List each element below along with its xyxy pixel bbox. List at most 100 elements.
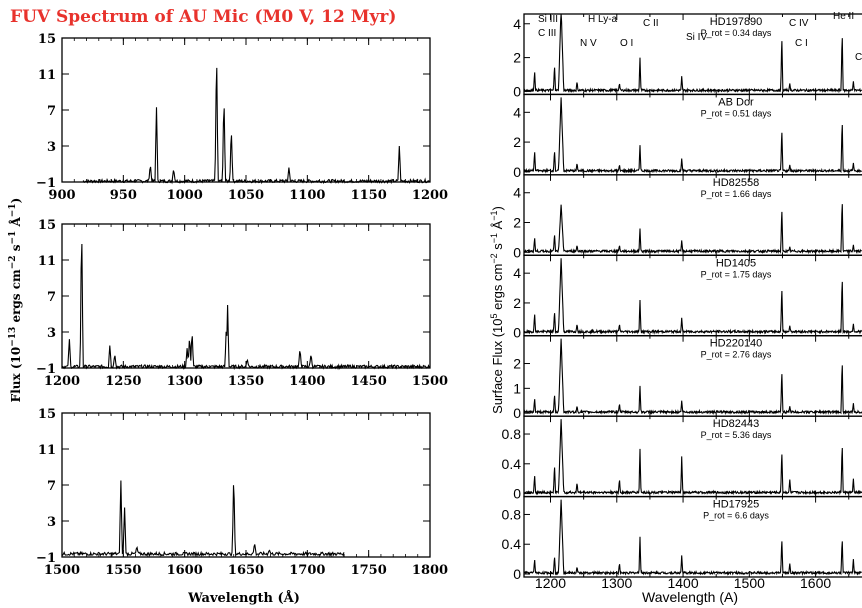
plot-frame [61, 223, 431, 369]
star-name: HD220140 [710, 338, 763, 350]
plot-frame [523, 254, 862, 337]
line-id-label: C IV [789, 18, 809, 29]
y-tick-label: 0.8 [502, 506, 522, 522]
left-ylabel-part: s [9, 244, 23, 255]
left-xlabel: Wavelength (Å) [187, 590, 300, 606]
x-tick-label: 1300 [167, 374, 203, 389]
x-tick-label: 950 [110, 188, 137, 203]
rotation-period: P_rot = 6.6 days [703, 511, 769, 521]
y-tick-label: 0 [513, 405, 521, 421]
right-ylabel: Surface Flux (105 ergs cm−2 s−1 Å−1) [489, 206, 505, 414]
x-tick-label: 1600 [800, 575, 831, 591]
y-tick-label: 7 [47, 104, 56, 119]
x-tick-label: 1100 [289, 188, 325, 203]
x-tick-label: 1750 [351, 563, 387, 578]
left-ylabel-part: −13 [8, 327, 18, 347]
spectrum-line [523, 97, 862, 174]
x-tick-label: 1200 [44, 374, 80, 389]
y-tick-label: 4 [513, 16, 521, 32]
star-name: HD197890 [710, 16, 763, 28]
line-id-label: He II [833, 11, 854, 22]
line-id-label: H Ly-a [588, 14, 618, 25]
rotation-period: P_rot = 0.51 days [701, 108, 772, 118]
spectrum-line [61, 480, 345, 558]
rotation-period: P_rot = 1.75 days [701, 269, 772, 279]
x-tick-label: 1000 [167, 188, 203, 203]
y-tick-label: −1 [36, 551, 56, 566]
left-ylabel-part: −1 [8, 231, 18, 245]
x-tick-label: 1500 [44, 563, 80, 578]
y-tick-label: 3 [47, 140, 56, 155]
rotation-period: P_rot = 2.76 days [701, 350, 772, 360]
x-tick-label: 1700 [289, 563, 325, 578]
x-tick-label: 1500 [734, 575, 765, 591]
y-tick-label: 4 [513, 104, 521, 120]
spectrum-line [523, 13, 862, 94]
plot-frame [523, 335, 862, 417]
rotation-period: P_rot = 5.36 days [701, 430, 772, 440]
y-tick-label: 11 [38, 68, 56, 83]
line-id-label: C I [795, 38, 808, 49]
y-tick-label: 2 [513, 134, 521, 150]
y-tick-label: 1 [513, 380, 521, 396]
y-tick-label: 0 [513, 486, 521, 502]
y-tick-label: 0 [513, 566, 521, 582]
left-ylabel-part: ) [9, 198, 23, 204]
y-tick-label: 0.4 [502, 456, 522, 472]
spectrum-line [523, 419, 862, 496]
x-tick-label: 1550 [105, 563, 141, 578]
right-ylabel-part: s [490, 243, 505, 254]
y-tick-label: −1 [36, 176, 56, 191]
right-ylabel-part: ergs cm [490, 264, 505, 314]
right-ylabel-part: Å [490, 220, 505, 233]
star-name: HD1405 [716, 257, 756, 269]
y-tick-label: 0 [513, 244, 521, 260]
plot-frame [523, 174, 862, 256]
rotation-period: P_rot = 0.34 days [701, 28, 772, 38]
x-tick-label: 1600 [167, 563, 203, 578]
left-panel-2: 1200 1250 1300 1350 1400 1450 1500 −1 3 7 11 15 [36, 218, 448, 389]
y-tick-label: 15 [38, 218, 56, 233]
left-ylabel-part: ergs cm [9, 269, 23, 327]
y-tick-label: 4 [513, 265, 521, 281]
spectrum-line [523, 258, 862, 335]
spectrum-line [523, 338, 862, 416]
spectrum-line [61, 243, 431, 371]
line-id-label: C III [538, 28, 556, 39]
left-ylabel-part: Flux (10 [9, 347, 23, 403]
line-id-label: N V [580, 38, 597, 49]
x-tick-label: 1350 [228, 374, 264, 389]
left-ylabel-part: −2 [8, 255, 18, 269]
star-name: HD82558 [713, 177, 759, 189]
x-tick-label: 1800 [412, 563, 448, 578]
left-title: FUV Spectrum of AU Mic (M0 V, 12 Myr) [10, 7, 396, 27]
star-name: HD17925 [713, 499, 759, 511]
right-ylabel-part: −1 [489, 210, 499, 220]
rotation-period: P_rot = 1.66 days [701, 189, 772, 199]
x-tick-label: 1300 [601, 575, 632, 591]
y-tick-label: 2 [513, 215, 521, 231]
y-tick-label: 2 [513, 356, 521, 372]
y-tick-label: 3 [47, 326, 56, 341]
spectrum-line [523, 499, 862, 577]
y-tick-label: 0 [513, 325, 521, 341]
left-ylabel-part: −1 [8, 203, 18, 217]
y-tick-label: 11 [38, 443, 56, 458]
x-tick-label: 1050 [228, 188, 264, 203]
plot-frame [523, 415, 862, 498]
x-tick-label: 1450 [351, 374, 387, 389]
right-ylabel-part: ) [490, 206, 505, 210]
left-ylabel-part: Å [8, 217, 23, 231]
y-tick-label: 0 [513, 83, 521, 99]
x-tick-label: 1400 [667, 575, 698, 591]
spectrum-line [523, 204, 862, 255]
plot-frame [61, 37, 431, 183]
x-tick-label: 1150 [351, 188, 387, 203]
y-tick-label: 2 [513, 295, 521, 311]
left-figure: FUV Spectrum of AU Mic (M0 V, 12 Myr) Fl… [8, 7, 448, 606]
x-tick-label: 1250 [105, 374, 141, 389]
